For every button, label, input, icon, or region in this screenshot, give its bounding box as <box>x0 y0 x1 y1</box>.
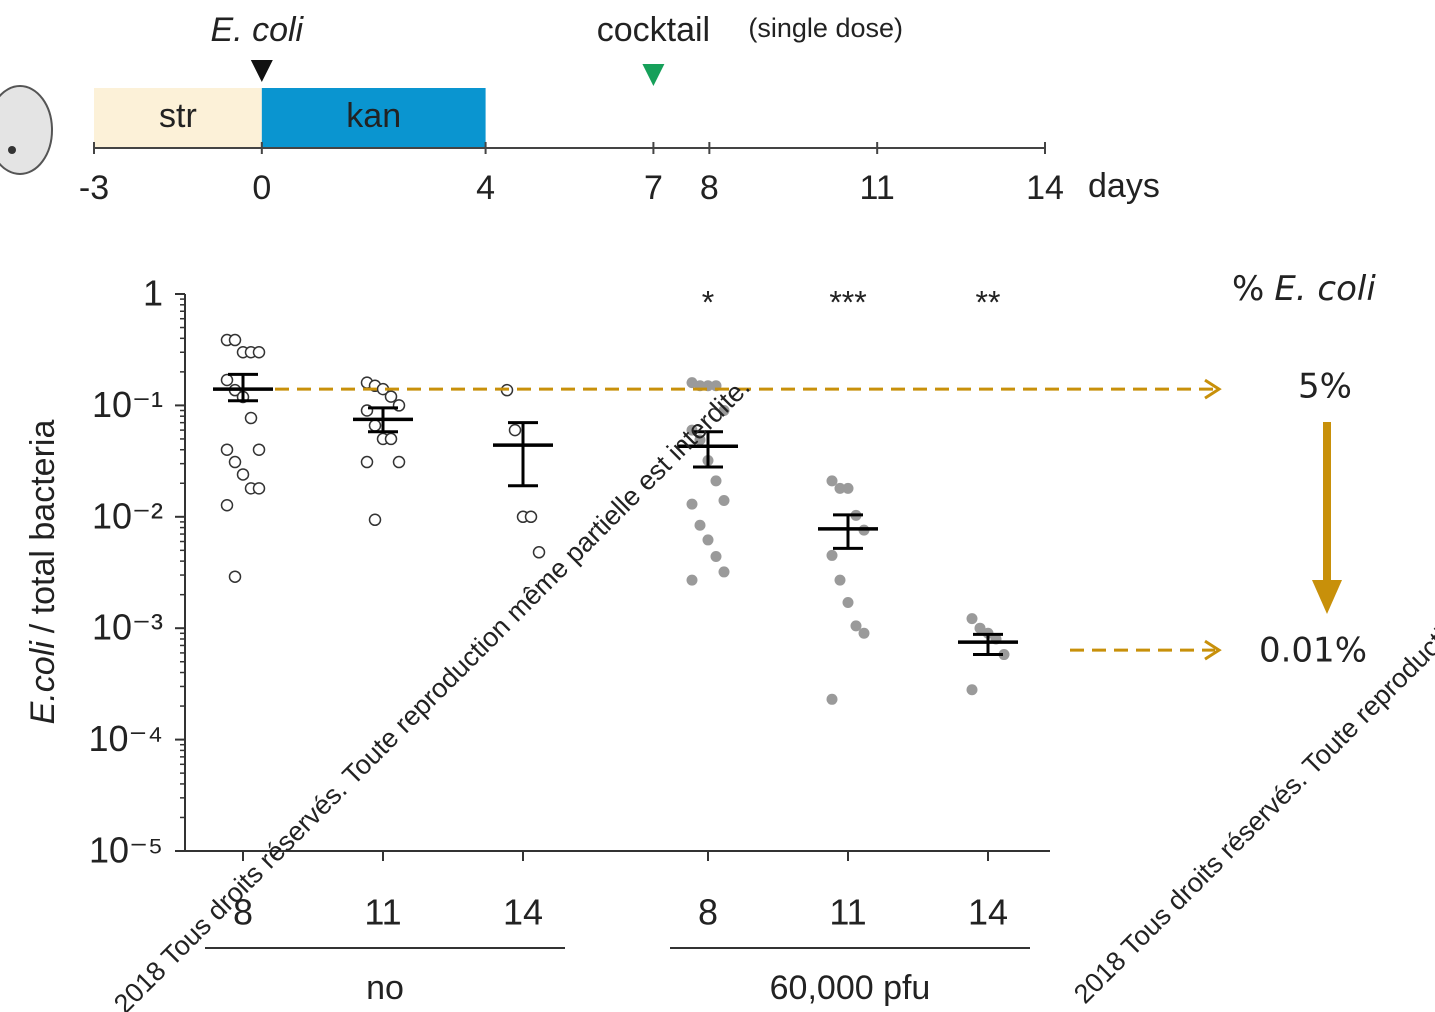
data-point <box>834 574 846 586</box>
data-point <box>718 404 730 416</box>
group-label: 60,000 pfu <box>770 969 931 1007</box>
data-point <box>252 345 266 359</box>
timeline-tick-label: -3 <box>79 169 109 207</box>
timeline-tick-label: 14 <box>1026 169 1064 207</box>
significance: *** <box>829 284 866 320</box>
data-point <box>826 549 838 561</box>
data-point <box>384 432 398 446</box>
y-label-text: / total bacteria <box>24 420 62 634</box>
mouse-eye <box>8 146 16 154</box>
timeline-segment <box>261 88 486 148</box>
annotation-prefix: % <box>1232 269 1264 309</box>
data-point <box>228 333 242 347</box>
data-point <box>710 551 722 563</box>
category-label: 8 <box>698 892 718 933</box>
timeline-segment <box>94 88 262 148</box>
significance: * <box>702 284 714 320</box>
y-axis-label: E.coli / total bacteria <box>24 420 62 725</box>
data-point <box>236 468 250 481</box>
data-point <box>834 482 846 494</box>
data-point <box>718 566 730 578</box>
data-point <box>360 455 374 469</box>
data-point <box>252 482 266 495</box>
data-point <box>694 519 706 531</box>
data-point <box>524 510 538 524</box>
data-point <box>244 411 258 425</box>
category-label: 11 <box>829 892 866 933</box>
y-label-italic: E.coli <box>24 640 62 725</box>
data-point <box>974 622 986 634</box>
data-point <box>686 574 698 586</box>
group-label: no <box>366 969 404 1007</box>
data-point <box>842 482 854 494</box>
data-point <box>998 649 1010 661</box>
y-tick-label: 10⁻⁵ <box>89 830 163 871</box>
data-point <box>368 419 382 432</box>
down-arrow-head <box>1312 580 1342 614</box>
category-label: 14 <box>503 892 543 933</box>
event-marker <box>642 64 665 86</box>
annotation-header: % E. coli <box>1232 269 1376 309</box>
timeline-tick-label: 11 <box>860 169 895 207</box>
event-marker <box>250 60 273 82</box>
data-point <box>850 620 862 632</box>
timeline-tick-label: 0 <box>252 169 271 207</box>
y-tick-label: 10⁻² <box>92 495 163 536</box>
timeline-unit: days <box>1088 167 1160 205</box>
data-point <box>966 684 978 696</box>
data-point <box>826 475 838 487</box>
data-point <box>842 597 854 609</box>
y-tick-label: 1 <box>143 273 163 314</box>
data-point <box>710 475 722 487</box>
timeline-tick-label: 8 <box>700 169 719 207</box>
category-label: 11 <box>364 892 401 933</box>
data-point <box>702 534 714 546</box>
data-point <box>368 513 382 527</box>
watermark: 2018 Tous droits réservés. Toute reprodu… <box>1068 362 1435 1010</box>
data-point <box>694 434 706 446</box>
data-point <box>252 443 266 456</box>
data-point <box>718 495 730 507</box>
data-point <box>220 498 234 512</box>
arrow-head <box>1204 639 1222 661</box>
data-point <box>220 443 234 456</box>
watermark: 2018 Tous droits réservés. Toute reprodu… <box>108 372 756 1012</box>
data-point <box>384 390 398 403</box>
timeline-tick-label: 4 <box>476 169 495 207</box>
data-point <box>392 455 406 469</box>
category-label: 8 <box>233 892 253 933</box>
annotation-from: 5% <box>1298 367 1352 407</box>
data-point <box>228 455 242 469</box>
data-point <box>826 693 838 705</box>
event-label: cocktail <box>597 11 710 49</box>
segment-label: kan <box>346 97 401 135</box>
segment-label: str <box>159 97 197 135</box>
data-point <box>508 423 522 437</box>
event-note: (single dose) <box>748 13 903 43</box>
category-label: 14 <box>968 892 1008 933</box>
mouse-icon <box>0 85 53 175</box>
y-tick-label: 10⁻⁴ <box>88 718 163 759</box>
significance: ** <box>976 284 1001 320</box>
event-label: E. coli <box>211 11 305 49</box>
y-tick-label: 10⁻³ <box>92 607 163 648</box>
mouse-body <box>0 85 53 175</box>
annotation-italic: E. coli <box>1274 269 1376 309</box>
data-point <box>532 546 546 559</box>
data-point <box>686 498 698 510</box>
data-point <box>228 570 242 583</box>
data-point <box>966 613 978 625</box>
data-point <box>858 627 870 639</box>
y-tick-label: 10⁻¹ <box>92 384 163 425</box>
data-point <box>220 373 234 387</box>
arrow-head <box>1204 378 1222 400</box>
annotation-to: 0.01% <box>1259 631 1367 671</box>
timeline-tick-label: 7 <box>644 169 663 207</box>
